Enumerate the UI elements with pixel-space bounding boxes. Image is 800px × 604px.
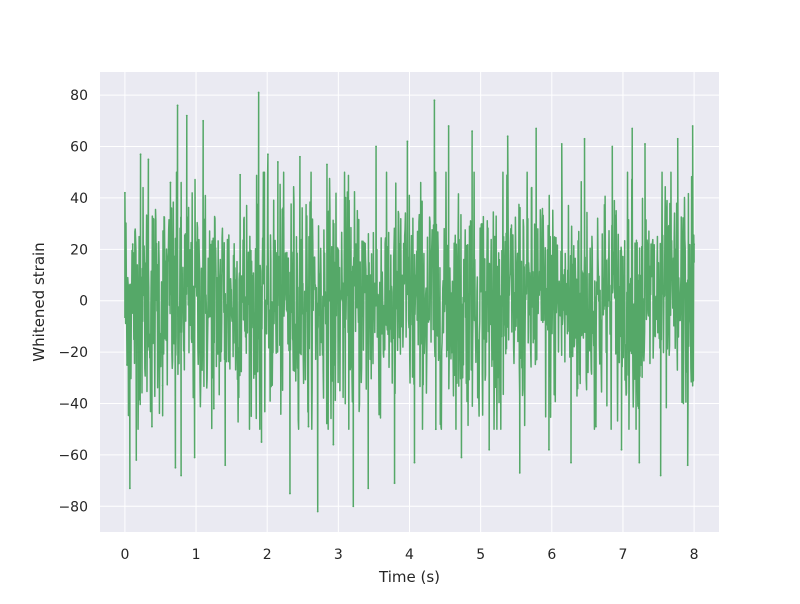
strain-peak-point bbox=[413, 461, 416, 464]
strain-peak-point bbox=[447, 125, 450, 127]
y-tick-label: −60 bbox=[58, 448, 88, 464]
strain-peak-point bbox=[433, 99, 436, 102]
strain-peak-point bbox=[299, 155, 301, 158]
y-tick-label: 80 bbox=[70, 88, 88, 104]
strain-peak-point bbox=[583, 137, 586, 140]
strain-peak-point bbox=[367, 487, 370, 490]
strain-peak-point bbox=[202, 119, 205, 122]
y-tick-label: 60 bbox=[70, 140, 88, 156]
strain-peak-point bbox=[131, 243, 134, 246]
strain-peak-point bbox=[693, 243, 695, 246]
strain-peak-point bbox=[332, 443, 335, 446]
strain-peak-point bbox=[239, 173, 242, 176]
strain-peak-point bbox=[406, 140, 409, 143]
strain-peak-point bbox=[257, 91, 260, 94]
x-tick-label: 3 bbox=[334, 547, 343, 563]
strain-peak-point bbox=[375, 145, 377, 148]
strain-peak-point bbox=[224, 464, 227, 467]
strain-peak-point bbox=[161, 384, 164, 387]
strain-peak-point bbox=[276, 161, 279, 163]
strain-peak-point bbox=[393, 482, 396, 485]
strain-peak-point bbox=[676, 137, 679, 140]
strain-peak-point bbox=[193, 456, 196, 459]
strain-peak-point bbox=[560, 143, 563, 145]
strain-peak-point bbox=[147, 158, 150, 161]
x-tick-label: 8 bbox=[690, 547, 699, 563]
strain-peak-point bbox=[126, 364, 128, 366]
strain-peak-point bbox=[631, 127, 634, 130]
strain-peak-point bbox=[352, 505, 355, 508]
strain-peak-point bbox=[611, 145, 614, 148]
x-tick-label: 1 bbox=[192, 547, 201, 563]
strain-peak-point bbox=[326, 163, 328, 166]
x-tick-label: 6 bbox=[547, 547, 556, 563]
strain-peak-point bbox=[535, 127, 538, 130]
strain-peak-point bbox=[128, 487, 131, 490]
y-tick-label: 40 bbox=[70, 191, 88, 207]
strain-peak-point bbox=[506, 135, 509, 138]
strain-peak-point bbox=[488, 448, 491, 451]
x-tick-label: 2 bbox=[263, 547, 272, 563]
strain-peak-point bbox=[212, 407, 215, 410]
strain-peak-point bbox=[180, 474, 183, 477]
strain-peak-point bbox=[686, 464, 689, 467]
x-tick-label: 5 bbox=[476, 547, 485, 563]
strain-peak-point bbox=[570, 461, 572, 464]
strain-peak-point bbox=[548, 448, 550, 451]
y-tick-label: −40 bbox=[58, 397, 88, 413]
strain-peak-point bbox=[151, 425, 153, 428]
series-layer bbox=[124, 91, 695, 513]
strain-peak-point bbox=[267, 153, 269, 156]
strain-peak-point bbox=[289, 492, 291, 495]
strain-peak-point bbox=[659, 474, 662, 477]
strain-peak-point bbox=[434, 428, 437, 431]
strain-peak-point bbox=[124, 191, 126, 194]
strain-peak-point bbox=[620, 448, 623, 451]
strain-peak-point bbox=[307, 425, 310, 428]
x-axis-label: Time (s) bbox=[378, 568, 440, 586]
strain-peak-point bbox=[135, 459, 138, 461]
strain-peak-point bbox=[185, 114, 188, 117]
strain-peak-point bbox=[176, 104, 179, 107]
strain-peak-point bbox=[139, 153, 142, 156]
y-tick-label: −20 bbox=[58, 345, 88, 361]
strain-peak-point bbox=[644, 143, 646, 145]
y-tick-label: 0 bbox=[79, 294, 88, 310]
y-axis-label: Whitened strain bbox=[30, 242, 48, 361]
strain-peak-point bbox=[169, 181, 172, 184]
tick-labels: 0 1 2 3 4 5 6 7 8 −80 −60 −40 −20 0 20 40 60 80 bbox=[58, 88, 698, 563]
strain-peak-point bbox=[260, 441, 263, 443]
strain-peak-point bbox=[518, 471, 521, 474]
x-tick-label: 7 bbox=[618, 547, 627, 563]
strain-peak-point bbox=[638, 461, 641, 464]
strain-series-line bbox=[124, 91, 695, 513]
strain-peak-point bbox=[174, 466, 177, 469]
y-tick-label: −80 bbox=[58, 499, 88, 515]
y-tick-label: 20 bbox=[70, 242, 88, 258]
x-tick-label: 0 bbox=[120, 547, 129, 563]
strain-peak-point bbox=[691, 125, 694, 127]
strain-peak-point bbox=[460, 456, 463, 459]
strain-peak-point bbox=[316, 510, 319, 513]
x-tick-label: 4 bbox=[405, 547, 414, 563]
strain-peak-point bbox=[471, 130, 474, 133]
strain-peak-point bbox=[595, 425, 597, 428]
